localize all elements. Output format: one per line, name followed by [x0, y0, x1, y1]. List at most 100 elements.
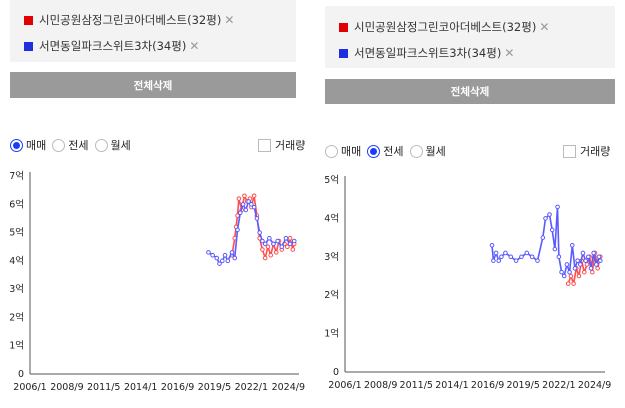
y-tick-label: 2억	[9, 311, 24, 323]
x-tick-label: 2006/1	[328, 380, 361, 391]
x-tick-label: 2024/9	[578, 380, 611, 391]
data-point	[275, 238, 280, 244]
y-tick-label: 1억	[324, 328, 339, 340]
data-point	[246, 199, 251, 204]
complex-name: 서면동일파크스위트3차(34평)	[39, 39, 187, 53]
data-point	[547, 212, 552, 217]
y-tick-label: 5억	[324, 174, 339, 186]
data-point	[279, 244, 285, 250]
data-point	[493, 250, 499, 256]
x-tick-label: 2019/5	[506, 380, 539, 391]
trade-type-radio-group: 매매 전세 월세	[10, 137, 137, 153]
series-color-swatch	[24, 41, 33, 51]
checkbox-box[interactable]	[258, 138, 271, 152]
radio-trade-monthly[interactable]: 월세	[409, 143, 446, 159]
remove-icon[interactable]: ✕	[189, 39, 200, 53]
data-point	[236, 196, 242, 201]
y-tick-label: 0	[18, 369, 24, 380]
data-point	[576, 273, 582, 279]
data-point	[251, 204, 257, 210]
data-point	[262, 255, 268, 261]
data-point	[290, 247, 296, 252]
clear-all-button[interactable]: 전체삭제	[10, 72, 296, 98]
volume-checkbox[interactable]: 거래량	[258, 137, 305, 153]
radio-trade-jeonse[interactable]: 전세	[367, 143, 404, 159]
complex-name: 서면동일파크스위트3차(34평)	[354, 46, 502, 60]
radio-button[interactable]	[94, 138, 108, 152]
x-tick-label: 2008/9	[364, 380, 397, 391]
remove-icon[interactable]: ✕	[504, 46, 515, 60]
data-point	[508, 254, 514, 260]
data-point	[571, 281, 576, 286]
radio-label: 매매	[341, 145, 362, 158]
data-point	[271, 241, 276, 247]
y-tick-label: 5억	[9, 227, 24, 239]
data-point	[569, 242, 575, 248]
volume-label: 거래량	[580, 145, 611, 158]
x-tick-label: 2006/1	[13, 382, 46, 393]
data-point	[491, 258, 496, 263]
clear-all-button[interactable]: 전체삭제	[325, 79, 615, 104]
radio-label: 월세	[425, 145, 446, 158]
data-point	[585, 254, 591, 260]
radio-label: 매매	[26, 139, 47, 152]
data-point	[503, 250, 508, 256]
data-point	[540, 235, 546, 240]
remove-icon[interactable]: ✕	[224, 13, 235, 27]
volume-checkbox[interactable]: 거래량	[563, 143, 610, 159]
radio-trade-sale[interactable]: 매매	[10, 137, 46, 153]
y-tick-label: 2억	[324, 289, 339, 301]
y-tick-label: 4억	[324, 212, 339, 224]
data-point	[543, 216, 548, 221]
radio-label: 전세	[68, 139, 89, 152]
radio-trade-sale[interactable]: 매매	[325, 143, 361, 159]
radio-trade-jeonse[interactable]: 전세	[52, 137, 89, 153]
series-line	[208, 200, 295, 265]
remove-icon[interactable]: ✕	[539, 20, 550, 34]
data-point	[210, 252, 215, 258]
complex-name: 시민공원삼정그린코아더베스트(32평)	[39, 13, 222, 27]
x-tick-label: 2014/1	[124, 382, 157, 393]
data-point	[590, 269, 595, 275]
data-point	[251, 193, 257, 199]
data-point	[559, 269, 564, 275]
radio-trade-monthly[interactable]: 월세	[94, 137, 131, 153]
data-point	[235, 227, 240, 233]
data-point	[260, 238, 265, 244]
data-point	[257, 230, 262, 235]
data-point	[565, 281, 571, 286]
data-point	[242, 193, 247, 199]
complex-item: 시민공원삼정그린코아더베스트(32평) ✕	[339, 19, 549, 35]
data-point	[217, 261, 222, 266]
data-point	[268, 252, 274, 258]
series-color-swatch	[339, 22, 348, 32]
y-tick-label: 4억	[9, 255, 24, 267]
data-point	[254, 216, 260, 221]
data-point	[567, 269, 572, 275]
x-tick-label: 2016/9	[161, 382, 194, 393]
data-point	[232, 255, 238, 261]
data-point	[580, 250, 586, 256]
checkbox-box[interactable]	[563, 144, 576, 158]
data-point	[249, 201, 254, 207]
radio-button[interactable]	[10, 138, 23, 152]
radio-button[interactable]	[52, 138, 66, 152]
y-tick-label: 3억	[324, 251, 339, 263]
data-point	[581, 269, 587, 275]
y-tick-label: 0	[333, 367, 339, 378]
x-tick-label: 2016/9	[471, 380, 504, 391]
data-point	[496, 258, 502, 263]
x-tick-label: 2022/1	[542, 380, 575, 391]
data-point	[598, 258, 603, 263]
data-point	[229, 250, 235, 255]
data-point	[243, 207, 249, 213]
radio-button[interactable]	[367, 144, 381, 158]
data-point	[287, 241, 293, 247]
data-point	[596, 254, 602, 260]
radio-button[interactable]	[325, 144, 338, 158]
y-tick-label: 1억	[9, 340, 24, 352]
radio-button[interactable]	[409, 144, 423, 158]
data-point	[240, 201, 246, 207]
data-point	[552, 246, 558, 252]
data-point	[222, 252, 228, 258]
